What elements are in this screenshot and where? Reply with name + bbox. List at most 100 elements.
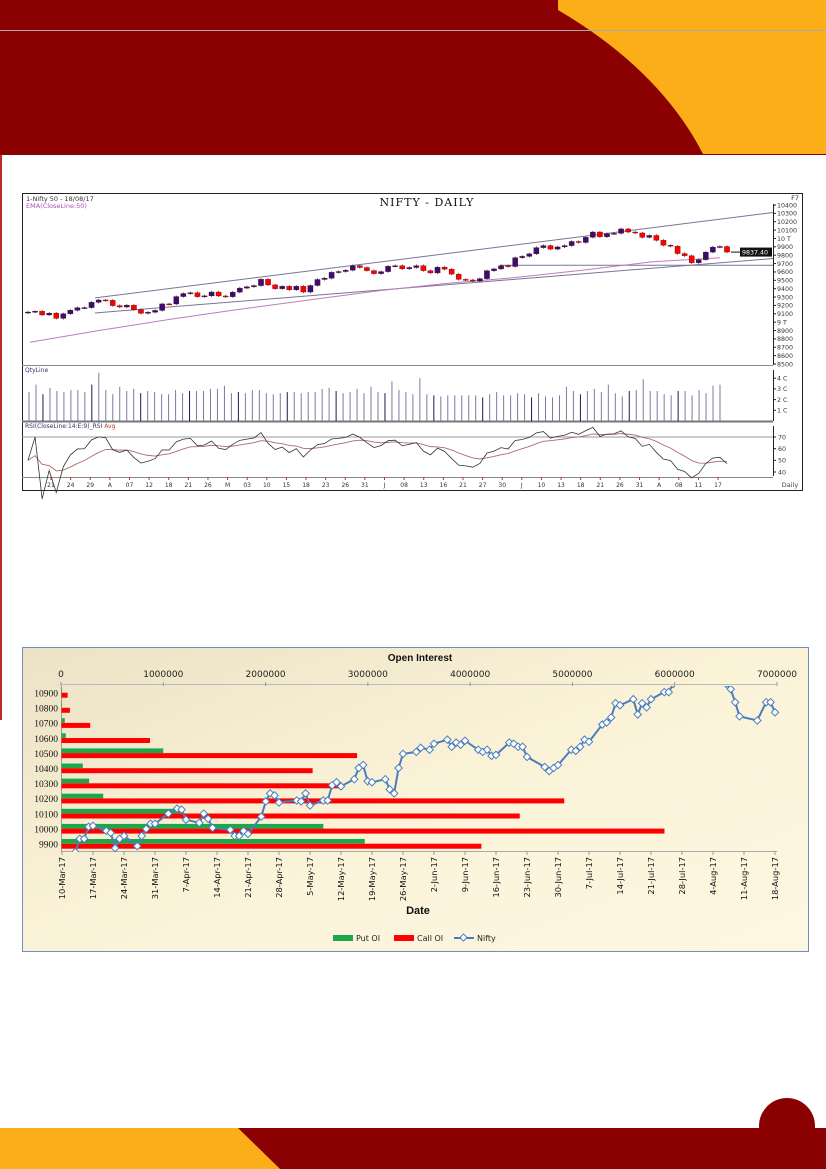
symbol-label: 1-Nifty 50 - 18/08/17 — [26, 195, 94, 203]
last-price-label: 9837.40 — [742, 249, 768, 256]
nifty-point — [296, 797, 306, 806]
price-tick-label: 8900 — [777, 328, 793, 335]
date-tick-label: 14-Jul-17 — [615, 857, 625, 895]
candle — [364, 267, 370, 271]
nifty-point — [234, 831, 244, 841]
nifty-point — [442, 735, 452, 745]
nifty-point — [398, 749, 408, 759]
qty-label: QtyLine — [25, 367, 48, 374]
candle — [632, 231, 638, 234]
nifty-point — [766, 697, 775, 707]
candle — [32, 311, 38, 313]
price-tick-label: 9500 — [777, 278, 793, 285]
candle — [674, 246, 681, 254]
put-oi-bar — [61, 793, 104, 799]
nifty-point — [177, 805, 186, 814]
call-oi-bar — [61, 768, 313, 774]
nifty-point — [482, 745, 492, 755]
candle — [533, 247, 540, 255]
strike-label: 10600 — [34, 735, 58, 745]
call-oi-bar — [61, 707, 70, 713]
date-tick-label: 18 — [165, 482, 173, 489]
nifty-point — [602, 718, 612, 727]
candle — [561, 245, 568, 248]
date-tick-label: 21 — [185, 482, 193, 489]
price-tick-label: 9200 — [777, 303, 793, 310]
candle — [590, 231, 596, 238]
nifty-point — [429, 739, 439, 749]
candle — [392, 265, 398, 267]
date-tick-label: 10 — [538, 482, 546, 489]
date-tick-label: 17 — [714, 482, 722, 489]
date-tick-label: 21-Apr-17 — [243, 857, 253, 898]
nifty-point — [243, 829, 253, 839]
candle — [230, 291, 236, 297]
date-tick-label: 12 — [145, 482, 153, 489]
date-tick-label: J — [383, 482, 386, 489]
nifty-point — [132, 841, 142, 851]
candle — [413, 265, 420, 268]
candle — [272, 284, 278, 289]
nifty-point — [460, 736, 470, 746]
date-tick-label: 29 — [86, 482, 94, 489]
nifty-daily-chart: 1-Nifty 50 - 18/08/17 EMA(CloseLine:50) … — [22, 193, 803, 499]
date-tick-label: 21 — [459, 482, 467, 489]
ema-label: EMA(CloseLine:50) — [26, 202, 87, 210]
date-tick-label: 28-Jul-17 — [677, 857, 687, 895]
date-tick-label: 17-Mar-17 — [88, 857, 98, 899]
candle — [251, 285, 257, 287]
nifty-point — [761, 697, 771, 707]
nifty-point — [385, 784, 395, 794]
candle — [60, 313, 67, 319]
candle — [406, 267, 413, 270]
nifty-point — [358, 760, 368, 770]
candle — [102, 299, 109, 302]
last-price-marker — [740, 247, 772, 257]
candle — [187, 292, 194, 294]
legend: Put OI Call OI Nifty — [333, 933, 496, 943]
date-tick-label: 31 — [636, 482, 644, 489]
nifty-point — [323, 796, 333, 805]
candle — [696, 259, 702, 263]
candle — [357, 265, 363, 268]
date-tick-label: 19-May-17 — [367, 857, 377, 901]
strike-label: 10900 — [34, 690, 58, 700]
trendline — [94, 258, 774, 314]
candle — [350, 265, 356, 271]
date-tick-label: 11 — [695, 482, 703, 489]
candle — [498, 265, 504, 270]
date-tick-label: 5-May-17 — [305, 857, 315, 896]
nifty-point — [270, 790, 279, 800]
candle — [575, 241, 582, 243]
nifty-point — [637, 698, 647, 708]
call-oi-bar — [61, 828, 665, 834]
nifty-point — [571, 746, 581, 756]
put-oi-bar — [61, 718, 65, 723]
price-tick-label: 10400 — [777, 202, 797, 209]
price-tick-label: 9 T — [777, 319, 787, 326]
price-tick-label: 9100 — [777, 311, 793, 318]
nifty-point — [332, 777, 341, 787]
nifty-point — [194, 818, 204, 828]
date-tick-label: 13 — [420, 482, 428, 489]
candle — [639, 232, 646, 238]
date-tick-label: 7-Apr-17 — [181, 857, 191, 892]
strike-label: 10000 — [34, 825, 58, 835]
candle — [95, 299, 102, 303]
nifty-point — [770, 707, 780, 717]
price-tick-label: 10100 — [777, 227, 797, 234]
call-oi-bar — [61, 843, 482, 849]
candle — [53, 312, 59, 319]
nifty-point — [540, 762, 550, 772]
candle — [554, 246, 561, 250]
nifty-point — [203, 814, 213, 824]
price-tick-label: 9800 — [777, 253, 793, 260]
nifty-point — [752, 716, 762, 725]
nifty-point — [628, 694, 638, 704]
candle — [46, 312, 52, 316]
price-tick-label: 9600 — [777, 269, 793, 276]
candle — [300, 286, 307, 293]
nifty-series — [70, 686, 780, 852]
candle — [484, 270, 490, 279]
candle — [441, 267, 448, 270]
